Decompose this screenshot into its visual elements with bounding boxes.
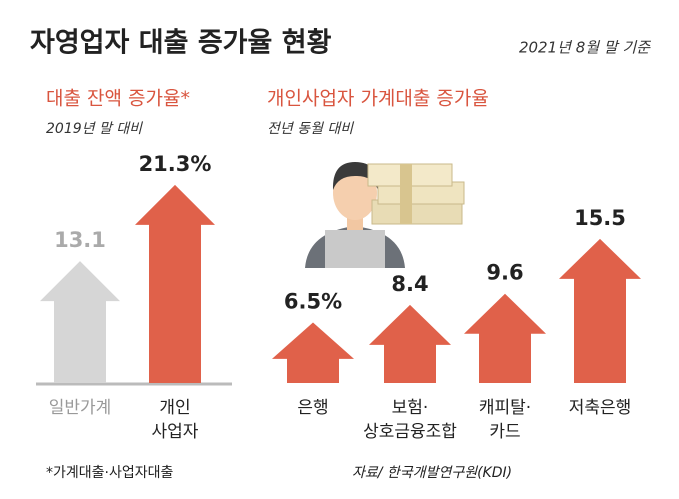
arrow-bar [272, 322, 354, 383]
chart-subtitle: 2019년 말 대비 [46, 121, 143, 137]
arrow-bar [40, 261, 120, 383]
arrow-bar [369, 304, 451, 383]
arrow-bar [464, 293, 546, 383]
value-label: 9.6 [486, 261, 523, 285]
category-label: 캐피탈· 카드 [479, 398, 531, 442]
main-title: 자영업자 대출 증가율 현황 [30, 28, 332, 59]
category-label: 일반가계 [49, 398, 112, 418]
money-illustration [367, 163, 465, 225]
date-note: 2021년 8월 말 기준 [519, 39, 651, 57]
chart-title: 대출 잔액 증가율* [46, 88, 190, 110]
category-label: 저축은행 [569, 398, 632, 418]
value-label: 15.5 [574, 206, 626, 230]
value-label: 13.1 [54, 228, 106, 252]
category-label: 은행 [297, 398, 328, 418]
arrow-bar [559, 238, 641, 383]
arrow-bar [135, 184, 215, 383]
value-label: 21.3% [139, 152, 212, 176]
value-label: 6.5% [284, 290, 342, 314]
chart-subtitle: 전년 동월 대비 [267, 121, 354, 137]
person-illustration [305, 162, 405, 268]
chart-title: 개인사업자 가계대출 증가율 [267, 88, 489, 110]
value-label: 8.4 [391, 272, 428, 296]
category-label: 보험· 상호금융조합 [363, 398, 457, 442]
source: 자료/ 한국개발연구원(KDI) [352, 465, 512, 481]
category-label: 개인 사업자 [152, 398, 199, 442]
footnote: *가계대출·사업자대출 [46, 465, 173, 481]
